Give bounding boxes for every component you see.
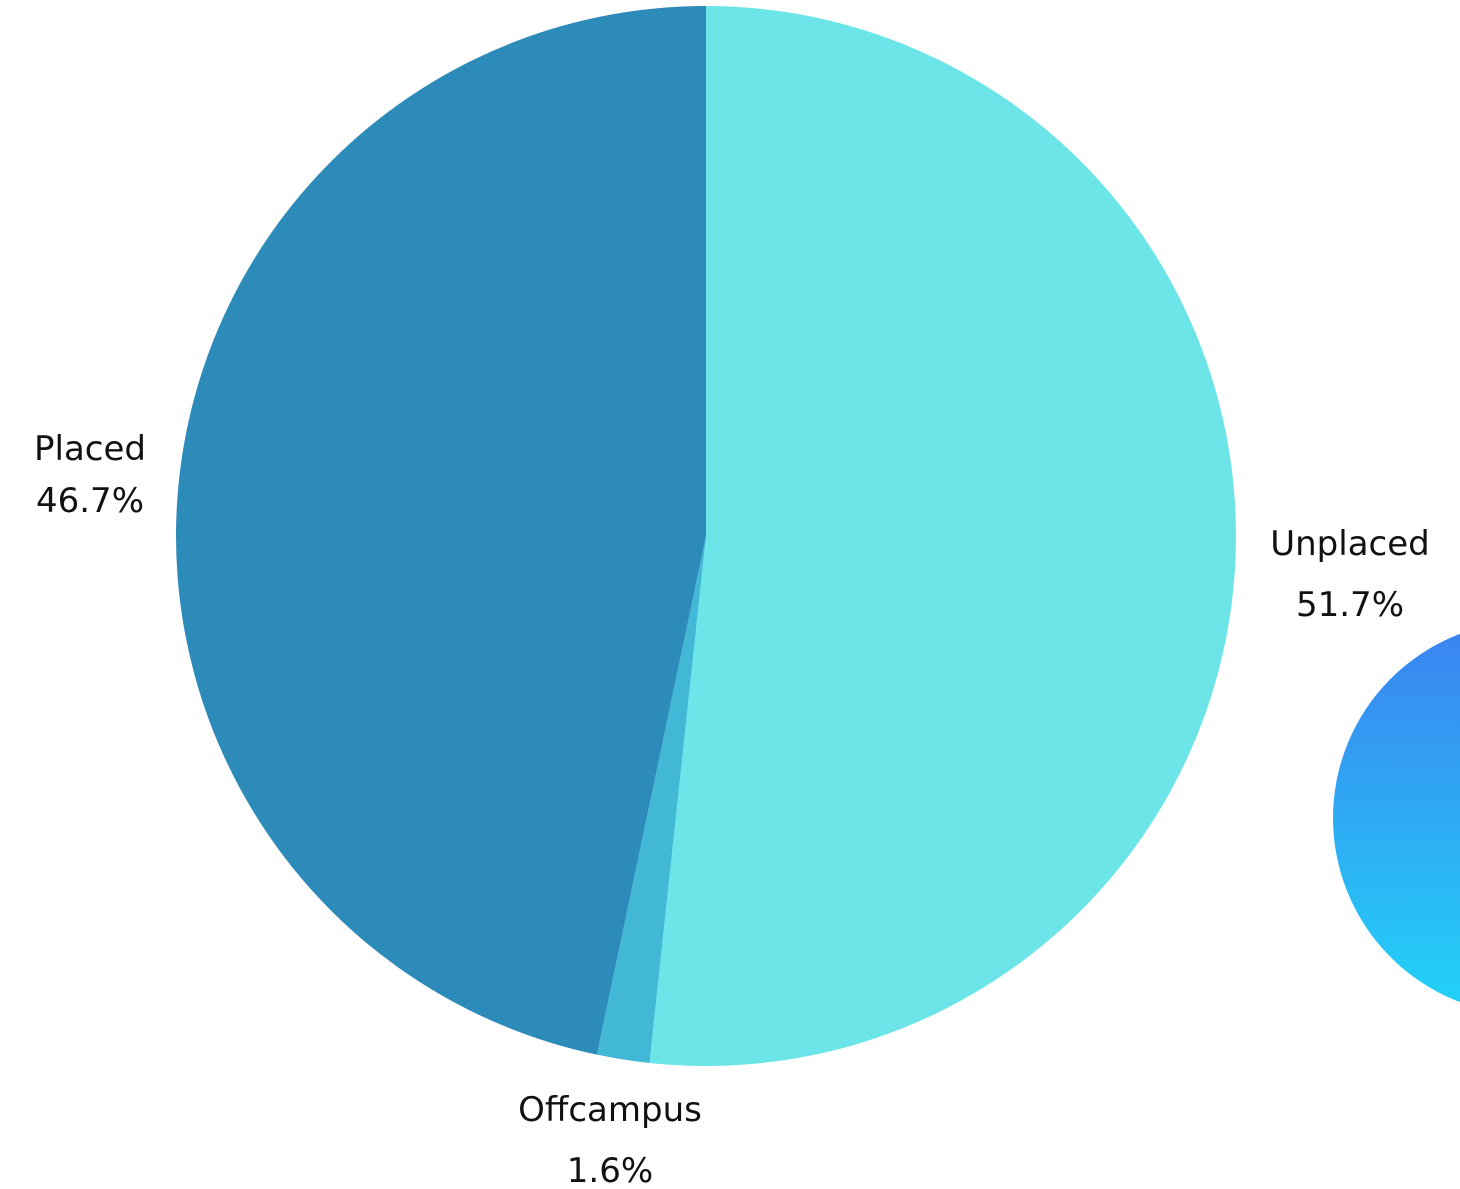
slice-label-offcampus-name: Offcampus	[518, 1090, 702, 1130]
slice-label-offcampus-value: 1.6%	[567, 1151, 653, 1189]
slice-label-placed-value: 46.7%	[36, 481, 144, 521]
pie-slice-unplaced	[649, 6, 1237, 1066]
slice-label-placed: Placed 46.7%	[34, 429, 146, 521]
pie-slices	[176, 6, 1237, 1066]
pie-slice-placed	[176, 6, 706, 1055]
slice-label-unplaced-value: 51.7%	[1296, 585, 1404, 625]
slice-label-placed-name: Placed	[34, 429, 146, 469]
pie-slice-offcampus	[596, 536, 706, 1063]
slice-label-unplaced-name: Unplaced	[1270, 524, 1430, 564]
slice-label-offcampus: Offcampus 1.6%	[518, 1090, 702, 1189]
decorative-gradient-circle	[1333, 633, 1460, 1003]
slice-label-unplaced: Unplaced 51.7%	[1270, 524, 1430, 625]
